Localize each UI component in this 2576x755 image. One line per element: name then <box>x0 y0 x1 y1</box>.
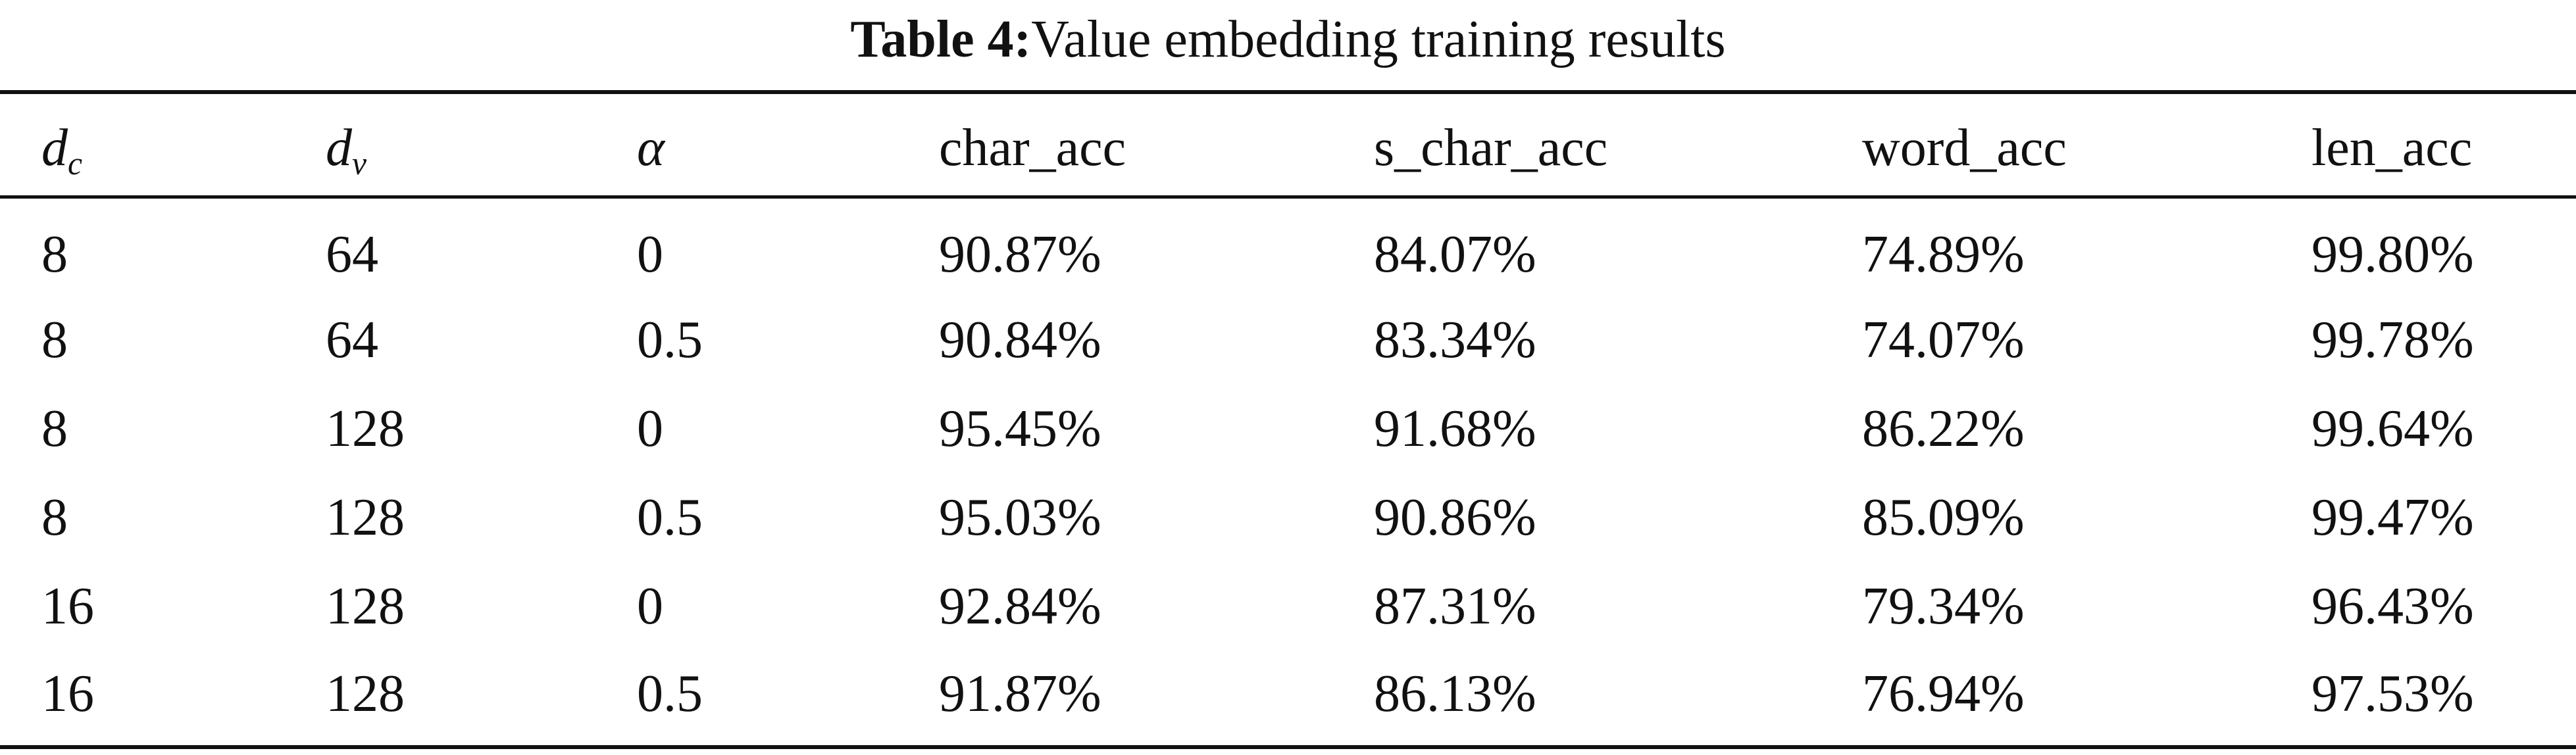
cell-word-acc: 79.34% <box>1862 577 2025 635</box>
cell-dv: 64 <box>326 311 378 369</box>
cell-alpha: 0.5 <box>637 311 703 369</box>
cell-dv: 128 <box>326 400 405 458</box>
cell-s-char-acc: 84.07% <box>1374 226 1536 283</box>
cell-alpha: 0.5 <box>637 665 703 723</box>
cell-alpha: 0.5 <box>637 489 703 547</box>
cell-char-acc: 90.84% <box>939 311 1101 369</box>
header-dv: dv <box>326 119 367 182</box>
table-caption: Table 4: Value embedding training result… <box>0 0 2576 79</box>
cell-word-acc: 86.22% <box>1862 400 2025 458</box>
cell-dv: 128 <box>326 577 405 635</box>
cell-dc: 8 <box>41 311 68 369</box>
cell-dc: 16 <box>41 665 94 723</box>
cell-dv: 128 <box>326 489 405 547</box>
table-row: 8 64 0.5 90.84% 83.34% 74.07% 99.78% <box>0 297 2576 383</box>
cell-len-acc: 96.43% <box>2311 577 2474 635</box>
cell-len-acc: 99.64% <box>2311 400 2474 458</box>
table-row: 16 128 0.5 91.87% 86.13% 76.94% 97.53% <box>0 651 2576 737</box>
cell-char-acc: 91.87% <box>939 665 1101 723</box>
header-dc: dc <box>41 119 83 182</box>
cell-s-char-acc: 83.34% <box>1374 311 1536 369</box>
cell-alpha: 0 <box>637 400 663 458</box>
cell-len-acc: 99.47% <box>2311 489 2474 547</box>
bottom-rule <box>0 745 2576 749</box>
cell-s-char-acc: 87.31% <box>1374 577 1536 635</box>
header-char-acc: char_acc <box>939 119 1126 177</box>
table-row: 16 128 0 92.84% 87.31% 79.34% 96.43% <box>0 564 2576 649</box>
cell-char-acc: 95.03% <box>939 489 1101 547</box>
header-word-acc: word_acc <box>1862 119 2067 177</box>
cell-char-acc: 92.84% <box>939 577 1101 635</box>
cell-word-acc: 85.09% <box>1862 489 2025 547</box>
cell-dc: 8 <box>41 400 68 458</box>
header-rule <box>0 195 2576 199</box>
table-header-row: dc dv α char_acc s_char_acc word_acc len… <box>0 105 2576 191</box>
top-rule <box>0 90 2576 94</box>
cell-word-acc: 74.89% <box>1862 226 2025 283</box>
cell-dc: 16 <box>41 577 94 635</box>
cell-dc: 8 <box>41 226 68 283</box>
cell-dv: 128 <box>326 665 405 723</box>
cell-len-acc: 99.78% <box>2311 311 2474 369</box>
header-len-acc: len_acc <box>2311 119 2473 177</box>
cell-alpha: 0 <box>637 577 663 635</box>
header-alpha: α <box>637 119 665 177</box>
caption-label: Table 4: <box>850 10 1032 68</box>
caption-text: Value embedding training results <box>1031 10 1726 68</box>
table-row: 8 128 0 95.45% 91.68% 86.22% 99.64% <box>0 386 2576 472</box>
cell-word-acc: 76.94% <box>1862 665 2025 723</box>
cell-alpha: 0 <box>637 226 663 283</box>
cell-dv: 64 <box>326 226 378 283</box>
cell-len-acc: 99.80% <box>2311 226 2474 283</box>
cell-char-acc: 95.45% <box>939 400 1101 458</box>
table-row: 8 64 0 90.87% 84.07% 74.89% 99.80% <box>0 212 2576 297</box>
cell-s-char-acc: 90.86% <box>1374 489 1536 547</box>
cell-word-acc: 74.07% <box>1862 311 2025 369</box>
cell-dc: 8 <box>41 489 68 547</box>
cell-s-char-acc: 86.13% <box>1374 665 1536 723</box>
cell-len-acc: 97.53% <box>2311 665 2474 723</box>
cell-char-acc: 90.87% <box>939 226 1101 283</box>
header-s-char-acc: s_char_acc <box>1374 119 1608 177</box>
table-row: 8 128 0.5 95.03% 90.86% 85.09% 99.47% <box>0 475 2576 560</box>
cell-s-char-acc: 91.68% <box>1374 400 1536 458</box>
